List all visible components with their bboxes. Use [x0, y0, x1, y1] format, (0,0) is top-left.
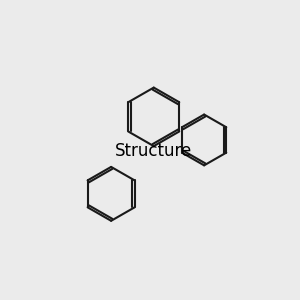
Text: Structure: Structure — [115, 142, 192, 160]
